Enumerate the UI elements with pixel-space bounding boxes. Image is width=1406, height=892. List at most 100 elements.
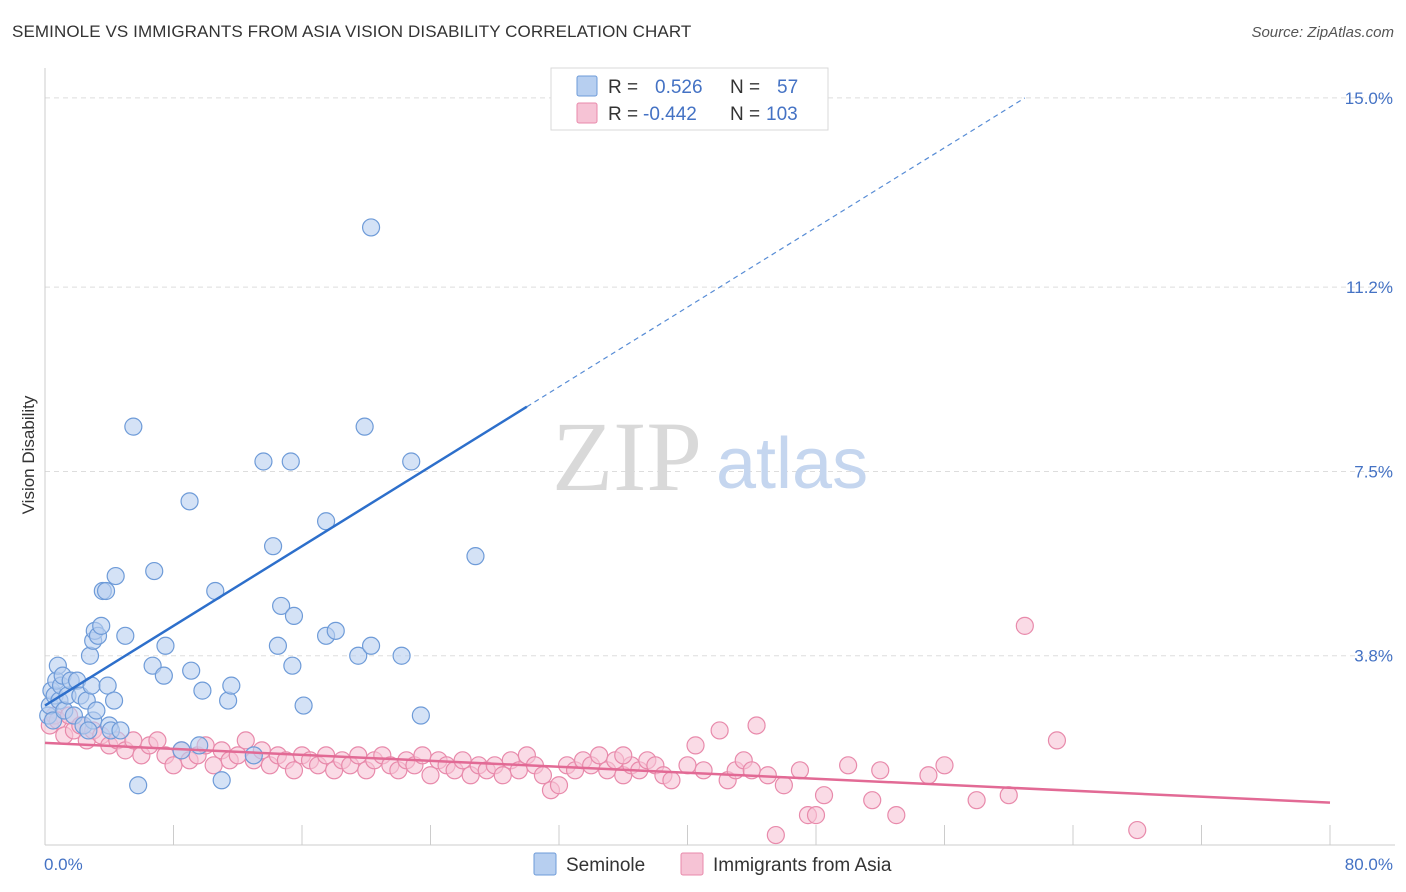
seminole-point [392,646,411,665]
asia-point [421,766,440,785]
seminole-point [355,417,374,436]
y-tick-label: 11.2% [1346,278,1393,297]
seminole-point [87,701,106,720]
asia-point [863,791,882,810]
y-tick-label: 3.8% [1354,647,1393,666]
y-tick-label: 7.5% [1354,462,1393,481]
seminole-point [272,596,291,616]
asia-point [204,756,223,775]
watermark-atlas: atlas [716,424,868,504]
seminole-point [116,626,135,645]
seminole-point [182,661,201,680]
seminole-point [268,636,288,655]
seminole-point [283,656,302,675]
seminole-point [156,636,175,655]
asia-point [919,766,938,785]
seminole-point [154,666,173,685]
seminole-point [411,706,430,725]
seminole-point [349,646,368,665]
asia-point [967,791,986,810]
seminole-point [361,218,381,237]
legend-r-value: -0.442 [643,104,697,125]
bottom-legend-label-seminole: Seminole [566,855,645,876]
asia-point [774,776,793,795]
seminole-point [402,452,421,471]
correlation-legend: R = 0.526 N = 57 R = -0.442 N = 103 [550,67,829,131]
asia-point [814,786,834,805]
seminole-point [124,417,143,436]
x-tick-label: 0.0% [44,855,83,874]
legend-swatch-asia [576,102,598,124]
asia-point [935,756,954,775]
asia-point [1128,820,1147,840]
legend-r-label: R = [608,77,638,98]
legend-r-value: 0.526 [655,77,703,98]
seminole-point [219,691,238,710]
seminole-point [92,616,111,635]
asia-point [349,746,368,765]
asia-point [806,806,826,825]
asia-point [549,776,569,795]
seminole-point [244,746,263,765]
seminole-point [79,721,98,740]
asia-point [887,806,906,825]
legend-n-label: N = [730,104,760,125]
asia-point [228,746,247,765]
asia-point [148,731,167,750]
seminole-point [281,452,300,471]
seminole-point [129,776,148,795]
asia-point [493,766,512,785]
asia-point [164,756,183,775]
x-tick-label: 80.0% [1345,855,1393,874]
axes [44,68,1395,846]
asia-point [662,771,681,790]
legend-n-label: N = [730,77,760,98]
y-tick-label: 15.0% [1345,89,1393,108]
seminole-point [284,606,304,625]
asia-point [839,756,858,775]
seminole-point [263,537,283,556]
legend-n-value: 57 [777,77,798,98]
series-legend: Seminole Immigrants from Asia [533,852,892,876]
chart-title: SEMINOLE VS IMMIGRANTS FROM ASIA VISION … [12,22,692,41]
asia-point [453,751,472,770]
x-tick-labels: 0.0% 80.0% [44,855,1393,874]
bottom-legend-label-asia: Immigrants from Asia [713,855,892,876]
seminole-point [466,547,485,566]
asia-point [1015,616,1034,635]
seminole-point [212,771,231,790]
grid-lines [45,97,1395,657]
seminole-point [193,681,212,700]
watermark-zip: ZIP [552,401,702,512]
y-axis-title: Vision Disability [19,395,38,514]
legend-swatch-seminole [576,75,598,97]
asia-point [747,716,766,735]
asia-point [766,825,785,845]
watermark: ZIP atlas [552,401,868,512]
asia-trend-line [44,741,1331,804]
bottom-legend-swatch-seminole [533,852,557,876]
source-label: Source: ZipAtlas.com [1251,24,1394,41]
seminole-point [294,696,313,715]
seminole-point [222,676,241,695]
seminole-trend-line [44,405,528,707]
seminole-point [145,561,164,581]
bottom-legend-swatch-asia [680,852,704,876]
asia-point [1047,731,1067,750]
asia-point [614,746,633,765]
series-seminole [39,218,485,795]
y-tick-labels: 3.8% 7.5% 11.2% 15.0% [1345,89,1393,666]
asia-point [236,731,255,750]
seminole-point [96,581,116,601]
asia-point [694,761,713,780]
seminole-point [80,646,100,665]
seminole-point [326,621,345,640]
seminole-point [180,492,199,511]
trend-lines [44,97,1331,804]
asia-point [871,761,890,780]
legend-n-value: 103 [766,104,798,125]
asia-point [284,761,304,780]
seminole-point [106,566,125,586]
asia-point [590,746,609,765]
